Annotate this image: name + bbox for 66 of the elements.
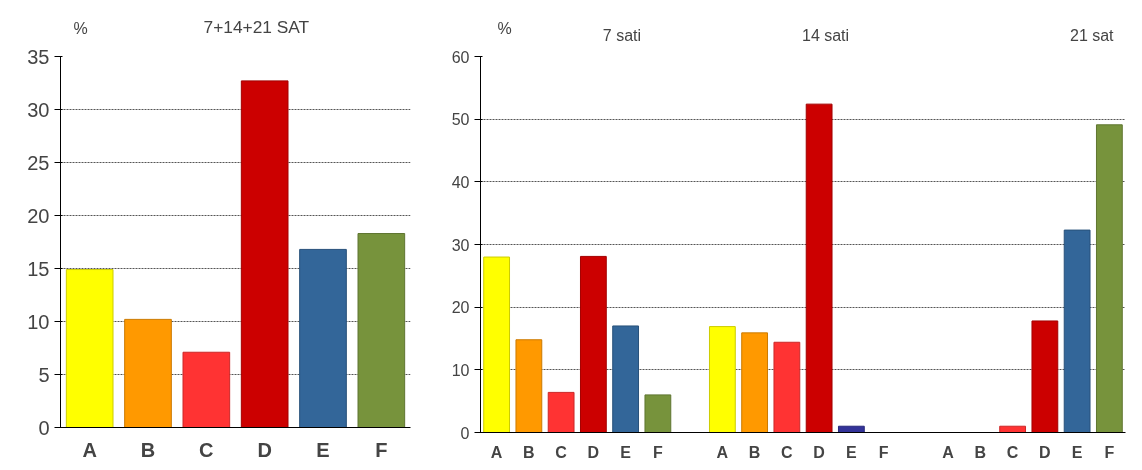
x-tick-label: B bbox=[748, 443, 761, 461]
x-tick-label: A bbox=[716, 443, 729, 461]
x-tick-label: E bbox=[1071, 443, 1083, 461]
bar bbox=[1095, 124, 1123, 433]
x-tick-label: A bbox=[490, 443, 503, 461]
y-tick-label: 5 bbox=[38, 363, 50, 386]
y-tick-label: 50 bbox=[451, 111, 470, 129]
x-tick-label: C bbox=[1006, 443, 1019, 461]
x-tick-label: D bbox=[587, 443, 600, 461]
x-tick-label: D bbox=[1039, 443, 1051, 461]
x-tick-label: C bbox=[199, 438, 214, 461]
x-tick-label: A bbox=[942, 443, 955, 461]
y-tick-label: 20 bbox=[451, 299, 470, 317]
x-tick-label: C bbox=[781, 443, 794, 461]
x-tick-label: F bbox=[1104, 443, 1115, 461]
y-tick-label: 0 bbox=[38, 416, 50, 439]
x-tick-label: C bbox=[555, 443, 568, 461]
bar bbox=[999, 425, 1027, 433]
y-tick-label: 60 bbox=[451, 48, 470, 66]
y-tick-label: 30 bbox=[451, 236, 470, 254]
x-tick-label: B bbox=[523, 443, 535, 461]
bar bbox=[741, 332, 769, 433]
y-tick-label: 10 bbox=[27, 310, 50, 333]
y-tick-label: 0 bbox=[460, 424, 470, 442]
x-tick-label: B bbox=[140, 438, 156, 461]
bar bbox=[182, 351, 231, 428]
text: 14 sati bbox=[801, 26, 850, 44]
y-tick-label: 25 bbox=[27, 151, 50, 174]
y-tick-label: 30 bbox=[27, 98, 50, 121]
x-tick-label: A bbox=[82, 438, 97, 461]
bar bbox=[1063, 229, 1091, 433]
y-axis-title: % bbox=[497, 19, 512, 37]
y-tick-label: 35 bbox=[27, 45, 50, 68]
x-tick-label: D bbox=[257, 438, 272, 461]
x-tick-label: B bbox=[974, 443, 987, 461]
y-tick-label: 10 bbox=[451, 361, 470, 379]
y-axis-title: % bbox=[73, 19, 88, 37]
bar bbox=[240, 80, 289, 428]
bar bbox=[547, 391, 575, 433]
bar bbox=[515, 339, 543, 433]
x-tick-label: F bbox=[652, 443, 663, 461]
y-tick-label: 15 bbox=[27, 257, 50, 280]
y-tick-label: 20 bbox=[27, 204, 50, 227]
bar bbox=[805, 103, 833, 433]
x-tick-label: F bbox=[375, 438, 388, 461]
bar bbox=[299, 248, 347, 428]
bar bbox=[65, 269, 114, 428]
text: 7 sati bbox=[602, 26, 642, 44]
bar bbox=[612, 325, 640, 433]
x-tick-label: E bbox=[846, 443, 858, 461]
bar bbox=[579, 255, 607, 433]
bar bbox=[644, 394, 672, 433]
x-tick-label: E bbox=[620, 443, 632, 461]
bar bbox=[773, 341, 801, 433]
chart-title: 7+14+21 SAT bbox=[203, 16, 310, 37]
text: 21 sat bbox=[1069, 26, 1115, 44]
x-tick-label: D bbox=[813, 443, 825, 461]
bar bbox=[837, 425, 865, 433]
bar bbox=[708, 326, 736, 433]
x-tick-label: F bbox=[878, 443, 889, 461]
bar bbox=[357, 233, 406, 428]
bar bbox=[1031, 320, 1059, 433]
bar bbox=[124, 318, 172, 428]
y-tick-label: 40 bbox=[451, 173, 470, 191]
x-tick-label: E bbox=[316, 438, 330, 461]
bar bbox=[483, 256, 511, 433]
